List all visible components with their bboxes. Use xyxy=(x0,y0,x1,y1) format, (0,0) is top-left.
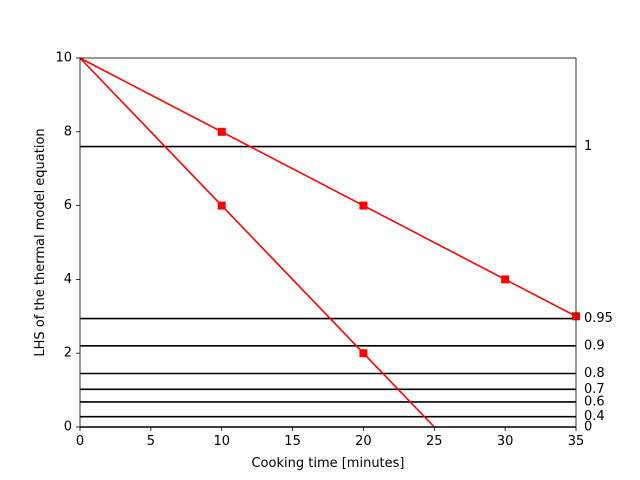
x-axis: 0 5 10 15 20 25 30 35 xyxy=(76,427,584,449)
reference-line-label: 0.6 xyxy=(584,394,605,409)
x-axis-title: Cooking time [minutes] xyxy=(251,456,404,471)
y-tick-label: 0 xyxy=(64,420,72,435)
data-point xyxy=(501,275,510,284)
y-tick-label: 8 xyxy=(64,124,72,139)
reference-line-label: 0.4 xyxy=(584,409,605,424)
reference-line-label: 0.9 xyxy=(584,338,605,353)
y-tick-label: 2 xyxy=(64,346,72,361)
reference-line-label: 0.8 xyxy=(584,366,605,381)
plot-frame xyxy=(79,57,577,428)
y-axis-title: LHS of the thermal model equation xyxy=(33,128,48,356)
x-tick-label: 0 xyxy=(76,434,84,449)
reference-line-label: 0.95 xyxy=(584,311,613,326)
y-tick-label: 10 xyxy=(55,51,72,66)
reference-line-label: 1 xyxy=(584,139,592,154)
data-point xyxy=(217,127,226,136)
y-axis: 0 2 4 6 8 10 xyxy=(55,51,80,435)
x-tick-label: 10 xyxy=(213,434,230,449)
series-line xyxy=(79,57,435,428)
y-tick-label: 6 xyxy=(64,198,72,213)
x-tick-label: 15 xyxy=(284,434,301,449)
data-point xyxy=(217,201,226,210)
plot-area xyxy=(79,57,580,428)
x-tick-label: 25 xyxy=(426,434,443,449)
x-tick-label: 20 xyxy=(355,434,372,449)
reference-line-label: 0.7 xyxy=(584,382,605,397)
x-tick-label: 35 xyxy=(568,434,585,449)
x-tick-label: 5 xyxy=(147,434,155,449)
data-point xyxy=(359,349,368,358)
data-point xyxy=(359,201,368,210)
x-tick-label: 30 xyxy=(497,434,514,449)
reference-labels: 1 0.95 0.9 0.80.70.60.40 xyxy=(584,139,613,434)
reference-lines xyxy=(80,145,576,428)
plot-background xyxy=(80,58,576,427)
y-tick-label: 4 xyxy=(64,272,72,287)
reference-line-label: 0 xyxy=(584,420,592,435)
